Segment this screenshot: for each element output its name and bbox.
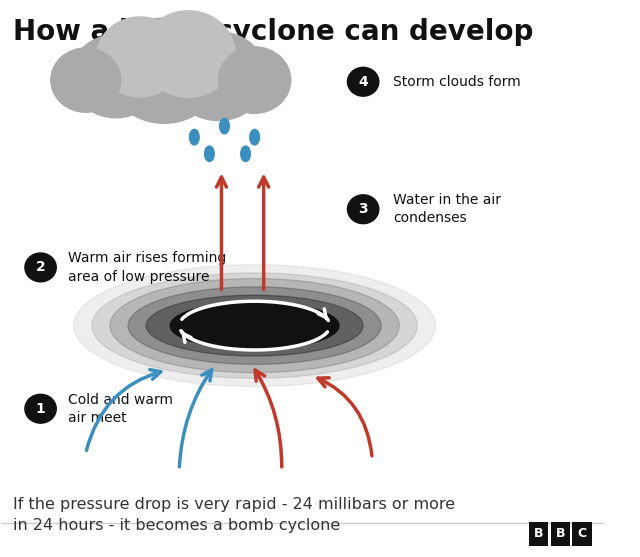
Ellipse shape <box>170 302 339 349</box>
Text: B: B <box>556 527 565 540</box>
FancyBboxPatch shape <box>550 522 570 546</box>
Ellipse shape <box>205 146 214 162</box>
Text: If the pressure drop is very rapid - 24 millibars or more
in 24 hours - it becom: If the pressure drop is very rapid - 24 … <box>13 497 456 534</box>
Text: Warm air rises forming
area of low pressure: Warm air rises forming area of low press… <box>68 251 226 284</box>
Ellipse shape <box>220 118 229 134</box>
Ellipse shape <box>250 129 259 145</box>
Ellipse shape <box>128 287 381 364</box>
Ellipse shape <box>74 265 435 387</box>
Text: Cold and warm
air meet: Cold and warm air meet <box>68 393 173 425</box>
Text: Water in the air
condenses: Water in the air condenses <box>394 193 501 226</box>
Ellipse shape <box>110 278 399 373</box>
Ellipse shape <box>189 129 199 145</box>
Circle shape <box>218 47 291 113</box>
Circle shape <box>97 17 184 97</box>
Circle shape <box>348 195 379 223</box>
Circle shape <box>107 18 221 123</box>
Text: How a bomb cyclone can develop: How a bomb cyclone can develop <box>13 18 534 46</box>
Text: 3: 3 <box>358 202 368 216</box>
Ellipse shape <box>241 146 250 162</box>
Text: 4: 4 <box>358 75 368 89</box>
Circle shape <box>25 253 56 282</box>
Text: 2: 2 <box>36 261 45 275</box>
Circle shape <box>51 48 121 112</box>
FancyBboxPatch shape <box>529 522 548 546</box>
FancyBboxPatch shape <box>572 522 591 546</box>
Text: C: C <box>577 527 587 540</box>
Circle shape <box>141 11 236 97</box>
Circle shape <box>348 67 379 96</box>
Circle shape <box>71 35 161 118</box>
Text: Storm clouds form: Storm clouds form <box>394 75 521 89</box>
Ellipse shape <box>146 295 363 356</box>
Circle shape <box>25 394 56 423</box>
Text: B: B <box>534 527 543 540</box>
Circle shape <box>170 32 267 120</box>
Text: 1: 1 <box>36 402 45 416</box>
Ellipse shape <box>92 273 417 378</box>
